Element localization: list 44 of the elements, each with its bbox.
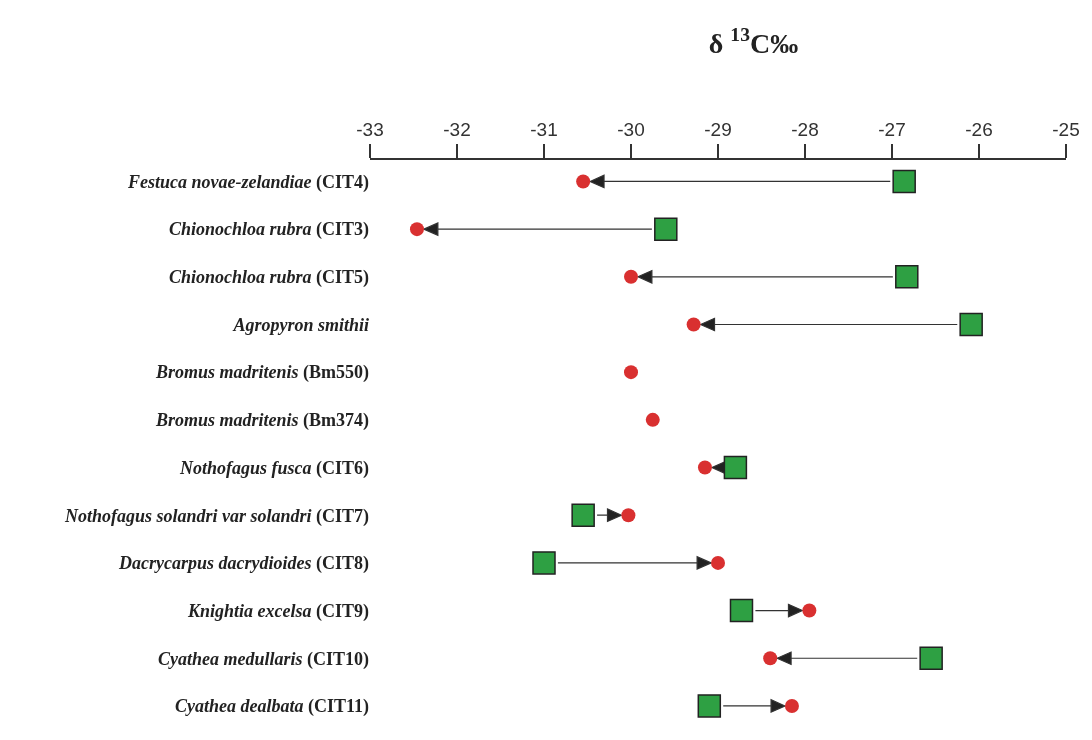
x-tick-label: -28 <box>791 119 819 141</box>
chart-title: δ $^{13}$C‰ <box>708 24 799 59</box>
point <box>645 412 660 427</box>
y-tick-label: Bromus madritenis (Bm550) <box>154 362 369 384</box>
x-tick-label: -30 <box>617 119 645 141</box>
point <box>532 551 556 575</box>
x-tick-label: -27 <box>878 119 906 141</box>
y-tick-label: Cyathea medullaris (CIT10) <box>157 648 369 670</box>
point <box>723 455 748 480</box>
point <box>763 651 778 666</box>
x-tick-label: -29 <box>704 119 732 141</box>
y-tick-label: Knightia excelsa (CIT9) <box>186 600 369 622</box>
y-tick-label: Festuca novae-zelandiae (CIT4) <box>127 171 369 193</box>
point <box>686 317 701 332</box>
point <box>729 598 754 623</box>
y-tick-label: Bromus madritenis (Bm374) <box>154 410 369 432</box>
point <box>711 555 725 570</box>
x-tick-label: -26 <box>965 119 993 141</box>
point <box>802 603 817 618</box>
point <box>409 222 424 237</box>
point <box>784 698 799 713</box>
y-tick-label: Nothofagus solandri var solandri (CIT7) <box>63 505 369 527</box>
x-tick-label: -25 <box>1052 119 1080 141</box>
y-tick-label: Cyathea dealbata (CIT11) <box>174 696 369 718</box>
point <box>895 265 919 289</box>
y-tick-label: Nothofagus fusca (CIT6) <box>178 457 369 479</box>
y-tick-label: Chionochloa rubra (CIT3) <box>168 219 369 241</box>
point <box>624 365 638 380</box>
point <box>919 646 943 670</box>
y-tick-label: Agropyron smithii <box>232 314 369 335</box>
point <box>892 169 916 194</box>
point <box>571 503 595 527</box>
point <box>697 694 722 718</box>
point <box>576 174 591 189</box>
point <box>654 217 678 241</box>
point <box>697 460 712 475</box>
x-tick-label: -33 <box>356 119 384 141</box>
point <box>959 312 983 337</box>
x-tick-label: -31 <box>530 119 558 141</box>
y-tick-label: Chionochloa rubra (CIT5) <box>168 267 369 289</box>
point <box>621 508 636 523</box>
y-tick-label: Dacrycarpus dacrydioides (CIT8) <box>118 553 369 575</box>
x-tick-label: -32 <box>443 119 471 141</box>
point <box>624 269 638 284</box>
